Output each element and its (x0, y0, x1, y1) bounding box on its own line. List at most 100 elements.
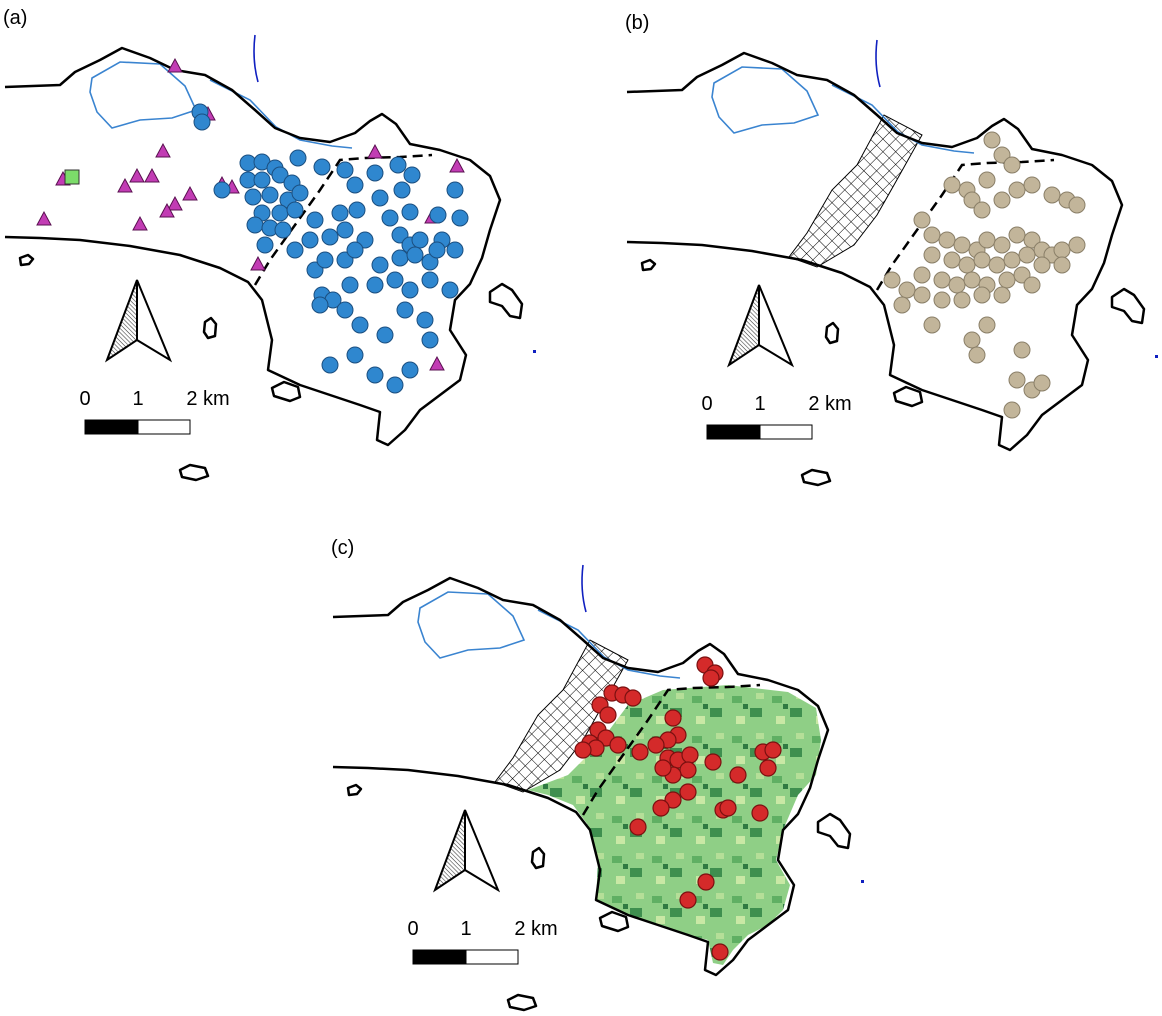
map-panel: 0 1 2 km (a) (3, 7, 536, 482)
blue-site (401, 361, 419, 379)
beige-site (973, 201, 991, 219)
island (530, 846, 546, 870)
beige-site (978, 231, 996, 249)
beige-site (943, 176, 961, 194)
triangle-site (367, 143, 383, 159)
north-arrow-right (758, 284, 795, 368)
scale-bar-black (706, 424, 761, 440)
blue-site (316, 251, 334, 269)
blue-site (366, 276, 384, 294)
red-site (609, 736, 627, 754)
beige-site (983, 131, 1001, 149)
north-arrow-right (136, 279, 173, 363)
blue-site (271, 166, 289, 184)
island (640, 258, 657, 272)
red-site (647, 736, 665, 754)
blue-site (311, 296, 329, 314)
beige-site (893, 296, 911, 314)
blue-site (428, 241, 446, 259)
blue-site (291, 184, 309, 202)
blue-site (336, 161, 354, 179)
red-site (624, 689, 642, 707)
beige-site (993, 191, 1011, 209)
beige-site (913, 211, 931, 229)
triangle-site (250, 255, 266, 271)
island (1110, 287, 1146, 325)
beige-site (1008, 226, 1026, 244)
coastline (626, 51, 1124, 452)
coastline (332, 576, 830, 977)
blue-site (256, 236, 274, 254)
blue-site (396, 301, 414, 319)
red-site (679, 891, 697, 909)
islet (1155, 355, 1158, 358)
beige-site (953, 236, 971, 254)
beige-site (988, 256, 1006, 274)
island (346, 783, 363, 797)
blue-site (261, 186, 279, 204)
red-site (629, 818, 647, 836)
blue-site (403, 166, 421, 184)
blue-site (416, 311, 434, 329)
beige-site (923, 316, 941, 334)
red-site (574, 741, 592, 759)
red-site (631, 743, 649, 761)
red-site (697, 873, 715, 891)
beige-site (993, 236, 1011, 254)
panel-label: (a) (3, 7, 27, 29)
beige-site (1023, 276, 1041, 294)
beige-site (883, 271, 901, 289)
boundary-dashed (581, 683, 761, 816)
beige-site (1053, 241, 1071, 259)
red-site (679, 761, 697, 779)
beige-site (1008, 181, 1026, 199)
scale-label: 0 (79, 388, 90, 410)
blue-site (331, 204, 349, 222)
red-site (751, 804, 769, 822)
blue-site (313, 158, 331, 176)
blue-site (366, 366, 384, 384)
island (488, 282, 524, 320)
island (270, 380, 302, 403)
blue-site (271, 204, 289, 222)
north-arrow-left (432, 809, 466, 893)
blue-site (301, 231, 319, 249)
beige-site (1068, 196, 1086, 214)
scale-label: 0 (701, 393, 712, 415)
island (598, 910, 630, 933)
blue-site (246, 216, 264, 234)
scale-bar-black (84, 419, 139, 435)
scale-label: 1 (754, 393, 765, 415)
beige-site (958, 256, 976, 274)
beige-site (923, 226, 941, 244)
island (202, 316, 218, 340)
blue-site (446, 241, 464, 259)
blue-site (391, 249, 409, 267)
beige-site (1008, 371, 1026, 389)
blue-site (386, 376, 404, 394)
blue-site (376, 326, 394, 344)
island (506, 993, 538, 1012)
beige-site (933, 291, 951, 309)
red-site (729, 766, 747, 784)
blue-site (406, 246, 424, 264)
beige-site (963, 331, 981, 349)
beige-site (953, 291, 971, 309)
beige-site (1068, 236, 1086, 254)
red-site (679, 783, 697, 801)
north-arrow-left (726, 284, 760, 368)
island (178, 463, 210, 482)
beige-site (978, 171, 996, 189)
blue-site (346, 176, 364, 194)
beige-site (1033, 374, 1051, 392)
blue-site (446, 181, 464, 199)
red-site (654, 759, 672, 777)
triangle-site (429, 355, 445, 371)
beige-site (1003, 401, 1021, 419)
hatched-zone (788, 114, 923, 268)
lagoon-outline (89, 61, 353, 149)
blue-site (371, 189, 389, 207)
beige-site (973, 251, 991, 269)
beige-site (948, 276, 966, 294)
